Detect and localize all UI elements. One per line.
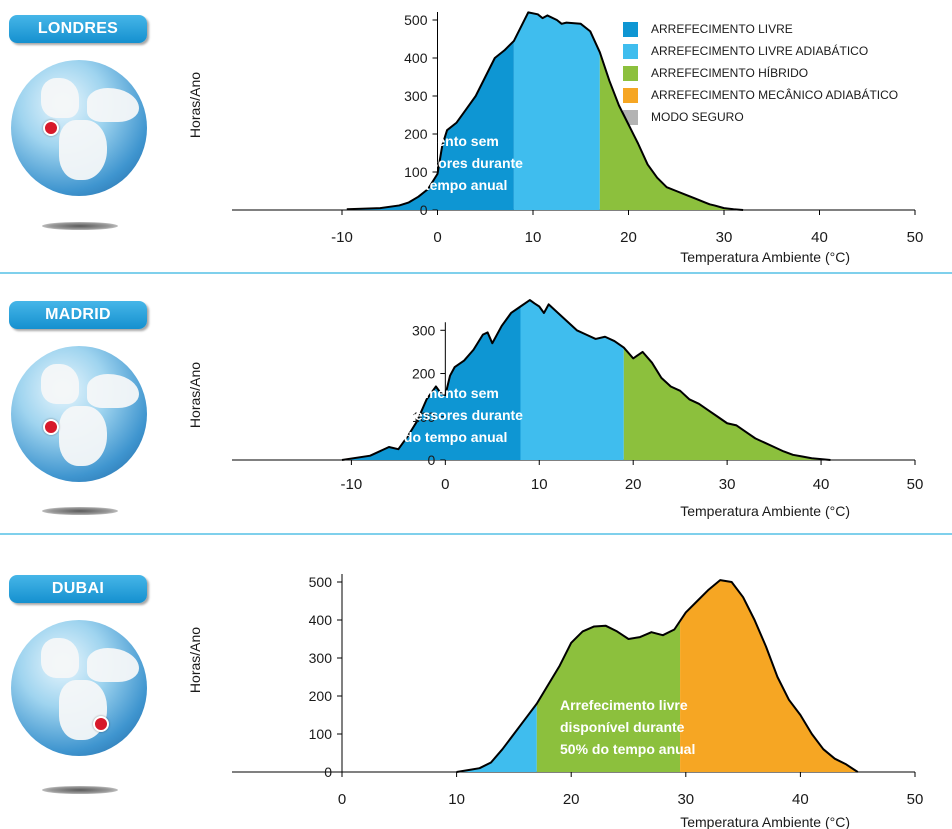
- x-tick-label: 40: [811, 229, 828, 246]
- section-separator: [0, 272, 952, 274]
- y-tick-label: 200: [404, 126, 428, 142]
- annotation-text: 81% do tempo anual: [372, 177, 507, 193]
- annotation-text: Arrefecimento livre: [560, 697, 688, 713]
- x-tick-label: 20: [625, 476, 642, 493]
- annotation-text: Arrefecimento sem: [372, 385, 499, 401]
- city-name: DUBAI: [51, 580, 105, 597]
- legend-swatch: [623, 21, 638, 37]
- area-segment: [599, 52, 744, 210]
- y-tick-label: 400: [309, 612, 333, 628]
- area-segment: [513, 12, 600, 210]
- x-tick-label: 0: [441, 476, 449, 493]
- y-tick-label: 500: [309, 574, 333, 590]
- annotation-text: disponível durante: [560, 719, 685, 735]
- globe-shadow: [42, 507, 118, 515]
- x-tick-label: 50: [907, 229, 924, 246]
- city-name: LONDRES: [37, 20, 119, 37]
- y-tick-label: 0: [420, 202, 428, 218]
- city-label-londres: LONDRES: [9, 15, 147, 43]
- city-label-madrid: MADRID: [9, 301, 147, 329]
- annotation-text: Arrefecimento sem: [372, 133, 499, 149]
- city-label-dubai: DUBAI: [9, 575, 147, 603]
- x-tick-label: 30: [716, 229, 733, 246]
- y-tick-label: 0: [324, 764, 332, 780]
- area-segment: [346, 40, 514, 210]
- x-tick-label: 40: [792, 791, 809, 808]
- y-tick-label: 100: [412, 409, 436, 425]
- x-tick-label: 40: [813, 476, 830, 493]
- x-tick-label: 20: [620, 229, 637, 246]
- annotation-text: compressores durante: [372, 155, 523, 171]
- x-tick-label: 20: [563, 791, 580, 808]
- legend-swatch: [623, 87, 638, 103]
- y-tick-label: 300: [404, 88, 428, 104]
- x-axis-title: Temperatura Ambiente (°C): [680, 249, 850, 265]
- y-tick-label: 400: [404, 50, 428, 66]
- legend-item-adiabatic-free: ARREFECIMENTO LIVRE ADIABÁTICO: [623, 40, 898, 62]
- globe-shadow: [42, 786, 118, 794]
- legend-label: MODO SEGURO: [651, 110, 744, 124]
- globe-shadow: [42, 222, 118, 230]
- y-tick-label: 100: [309, 726, 333, 742]
- legend-label: ARREFECIMENTO LIVRE: [651, 22, 793, 36]
- legend-label: ARREFECIMENTO MECÂNICO ADIABÁTICO: [651, 88, 899, 102]
- distribution-outline: [456, 579, 859, 773]
- legend-swatch: [623, 65, 638, 81]
- area-segment: [623, 347, 831, 460]
- x-tick-label: 10: [531, 476, 548, 493]
- legend-item-mechanical: ARREFECIMENTO MECÂNICO ADIABÁTICO: [623, 84, 898, 106]
- temperature-chart-madrid: 0 100 200 300 -10 0 10 20 30 40 50 Temperatura Ambi…: [187, 299, 924, 519]
- x-tick-label: 10: [525, 229, 542, 246]
- legend-item-free: ARREFECIMENTO LIVRE: [623, 18, 898, 40]
- legend-swatch: [623, 43, 638, 59]
- area-segment: [456, 703, 537, 772]
- y-axis-title: Horas/Ano: [187, 362, 203, 428]
- y-tick-label: 300: [412, 322, 436, 338]
- location-pin-icon: [43, 419, 59, 435]
- distribution-outline: [346, 11, 744, 211]
- x-tick-label: -10: [331, 229, 353, 246]
- legend-item-hybrid: ARREFECIMENTO HÍBRIDO: [623, 62, 898, 84]
- y-tick-label: 100: [404, 164, 428, 180]
- annotation-text: 50% do tempo anual: [560, 741, 695, 757]
- location-pin-icon: [93, 716, 109, 732]
- x-tick-label: 30: [719, 476, 736, 493]
- legend: ARREFECIMENTO LIVRE ARREFECIMENTO LIVRE …: [623, 18, 898, 128]
- x-axis-title: Temperatura Ambiente (°C): [680, 503, 850, 519]
- x-tick-label: 30: [677, 791, 694, 808]
- x-axis-title: Temperatura Ambiente (°C): [680, 814, 850, 829]
- city-name: MADRID: [45, 306, 111, 323]
- x-tick-label: -10: [341, 476, 363, 493]
- section-separator: [0, 533, 952, 535]
- area-segment: [520, 300, 624, 460]
- globe-icon: [11, 620, 147, 756]
- x-tick-label: 0: [433, 229, 441, 246]
- annotation-text: compressores durante: [372, 407, 523, 423]
- y-tick-label: 500: [404, 12, 428, 28]
- area-segment: [342, 306, 521, 460]
- y-tick-label: 300: [309, 650, 333, 666]
- y-axis-title: Horas/Ano: [187, 72, 203, 138]
- temperature-chart-dubai: 0 100 200 300 400 500 0 10 20 30 40 50 Temperatura A…: [187, 574, 924, 829]
- distribution-outline: [341, 299, 831, 461]
- x-tick-label: 50: [907, 476, 924, 493]
- y-tick-label: 200: [412, 366, 436, 382]
- temperature-chart-londres: 0 100 200 300 400 500 -10 0 10 20 30 40 50 Temperatur…: [187, 11, 924, 265]
- legend-label: ARREFECIMENTO LIVRE ADIABÁTICO: [651, 44, 869, 58]
- legend-label: ARREFECIMENTO HÍBRIDO: [651, 66, 809, 80]
- x-tick-label: 50: [907, 791, 924, 808]
- x-tick-label: 10: [448, 791, 465, 808]
- x-tick-label: 0: [338, 791, 346, 808]
- y-axis-title: Horas/Ano: [187, 627, 203, 693]
- globe-icon: [11, 346, 147, 482]
- y-tick-label: 200: [309, 688, 333, 704]
- annotation-text: 74% do tempo anual: [372, 429, 507, 445]
- globe-icon: [11, 60, 147, 196]
- area-segment: [536, 620, 681, 772]
- y-tick-label: 0: [428, 452, 436, 468]
- location-pin-icon: [43, 120, 59, 136]
- area-segment: [680, 580, 858, 772]
